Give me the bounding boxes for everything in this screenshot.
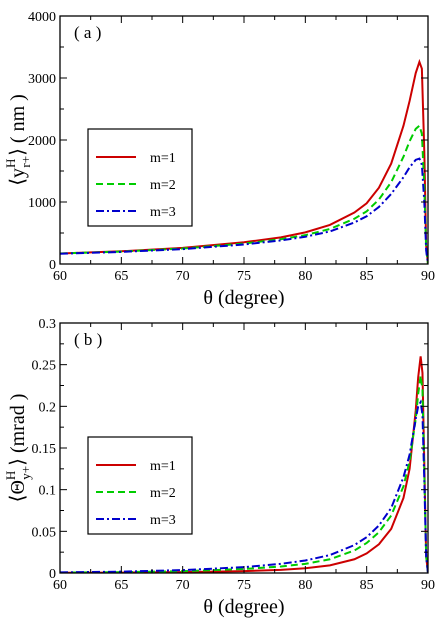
x-tick-label: 65 bbox=[114, 578, 128, 593]
legend-box bbox=[87, 128, 193, 227]
y-tick-label: 0.25 bbox=[32, 359, 57, 374]
series-line-m=1 bbox=[60, 356, 428, 573]
legend-label: m=3 bbox=[150, 205, 176, 220]
y-tick-label: 0.1 bbox=[39, 484, 57, 499]
legend-label: m=1 bbox=[150, 151, 176, 166]
y-label-symbol: y bbox=[7, 168, 29, 178]
y-tick-label: 0.3 bbox=[39, 317, 57, 332]
y-label-bracket-close: ⟩ bbox=[7, 458, 29, 466]
x-tick-label: 60 bbox=[53, 578, 67, 593]
y-label-subscript: r+ bbox=[18, 156, 33, 168]
y-tick-label: 0 bbox=[49, 567, 56, 582]
series-line-m=2 bbox=[60, 123, 428, 264]
series-line-m=2 bbox=[60, 375, 428, 573]
x-tick-label: 90 bbox=[421, 269, 435, 284]
y-label-symbol: Θ bbox=[7, 480, 29, 494]
y-label-bracket-open: ⟨ bbox=[7, 495, 29, 503]
y-tick-label: 4000 bbox=[28, 10, 56, 25]
y-tick-label: 2000 bbox=[28, 134, 56, 149]
y-axis-label: ⟨ΘHy+⟩ (mrad ) bbox=[3, 394, 33, 503]
legend-label: m=2 bbox=[150, 486, 176, 501]
x-tick-label: 70 bbox=[176, 578, 190, 593]
x-tick-label: 65 bbox=[114, 269, 128, 284]
series-line-m=3 bbox=[60, 399, 428, 573]
x-tick-label: 85 bbox=[360, 578, 374, 593]
y-label-superscript: H bbox=[3, 471, 18, 480]
y-tick-label: 0.05 bbox=[32, 525, 57, 540]
y-label-unit: ( nm ) bbox=[7, 94, 29, 148]
y-label-unit: (mrad ) bbox=[7, 394, 29, 458]
legend: m=1 m=2 m=3 bbox=[87, 128, 193, 227]
legend-label: m=1 bbox=[150, 459, 176, 474]
x-axis-label: θ (degree) bbox=[203, 287, 284, 309]
y-tick-label: 3000 bbox=[28, 72, 56, 87]
legend-label: m=2 bbox=[150, 178, 176, 193]
x-axis-label: θ (degree) bbox=[203, 596, 284, 618]
x-tick-label: 60 bbox=[53, 269, 67, 284]
series-line-m=3 bbox=[60, 157, 428, 264]
y-label-bracket-close: ⟩ bbox=[7, 148, 29, 156]
x-tick-label: 70 bbox=[176, 269, 190, 284]
x-tick-label: 90 bbox=[421, 578, 435, 593]
x-tick-label: 75 bbox=[237, 269, 251, 284]
y-tick-label: 0.15 bbox=[32, 442, 57, 457]
x-tick-label: 80 bbox=[298, 578, 312, 593]
panel-label: ( a ) bbox=[74, 23, 101, 42]
y-axis-label: ⟨yHr+⟩ ( nm ) bbox=[3, 94, 33, 186]
panel-b: 60 65 70 75 80 85 90 0 0.05 0.1 0.15 0.2 0.25 0.3 ( b … bbox=[3, 317, 435, 618]
y-label-bracket-open: ⟨ bbox=[7, 178, 29, 186]
panel-a: 60 65 70 75 80 85 90 0 1000 2000 3000 4000 ( a ) θ (d… bbox=[3, 10, 435, 309]
y-tick-label: 0 bbox=[49, 258, 56, 273]
series-line-m=1 bbox=[60, 58, 428, 264]
y-tick-label: 1000 bbox=[28, 196, 56, 211]
y-label-superscript: H bbox=[3, 159, 18, 168]
x-tick-label: 80 bbox=[298, 269, 312, 284]
y-label-subscript: y+ bbox=[18, 466, 33, 480]
x-tick-label: 75 bbox=[237, 578, 251, 593]
legend-label: m=3 bbox=[150, 513, 176, 528]
y-tick-label: 0.2 bbox=[39, 400, 57, 415]
legend: m=1 m=2 m=3 bbox=[87, 436, 193, 535]
x-tick-label: 85 bbox=[360, 269, 374, 284]
panel-label: ( b ) bbox=[74, 330, 102, 349]
legend-box bbox=[87, 436, 193, 535]
